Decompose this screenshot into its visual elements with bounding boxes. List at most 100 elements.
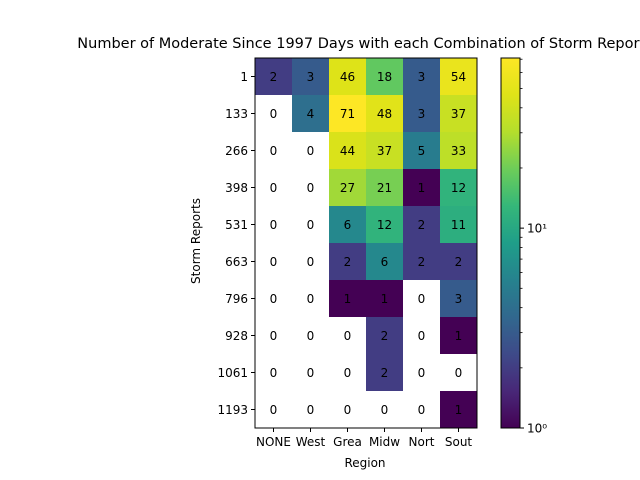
cell-value-label: 5 — [418, 144, 426, 158]
y-tick-label: 398 — [225, 181, 248, 195]
heatmap-cell-r4-c5 — [440, 206, 478, 244]
heatmap-cell-r9-c0 — [255, 391, 293, 429]
heatmap-cell-r8-c5 — [440, 354, 478, 392]
heatmap-cell-r0-c5 — [440, 58, 478, 96]
chart-title: Number of Moderate Since 1997 Days with … — [77, 36, 640, 52]
heatmap-cell-r2-c5 — [440, 132, 478, 170]
heatmap-cell-r4-c3 — [366, 206, 404, 244]
y-axis-label: Storm Reports — [189, 198, 203, 284]
heatmap-cell-r4-c2 — [329, 206, 367, 244]
heatmap-cell-r5-c0 — [255, 243, 293, 281]
colorbar: 10⁰ 10¹ — [500, 57, 547, 436]
heatmap-cell-r7-c1 — [292, 317, 330, 355]
cell-value-label: 1 — [344, 292, 352, 306]
heatmap-cell-r9-c2 — [329, 391, 367, 429]
heatmap-cell-r1-c0 — [255, 95, 293, 133]
cell-value-label: 0 — [270, 181, 278, 195]
heatmap-cell-r5-c5 — [440, 243, 478, 281]
heatmap-cell-r0-c1 — [292, 58, 330, 96]
y-tick-label: 928 — [225, 329, 248, 343]
x-axis-ticks: NONE West Grea Midw Nort Sout — [256, 428, 472, 449]
colorbar-gradient — [500, 57, 521, 429]
x-tick-label: Sout — [445, 435, 473, 449]
x-tick-label: Midw — [369, 435, 400, 449]
heatmap-cell-r3-c3 — [366, 169, 404, 207]
y-tick-label: 133 — [225, 107, 248, 121]
x-tick-label: West — [296, 435, 326, 449]
cell-value-label: 4 — [307, 107, 315, 121]
y-tick-label: 1193 — [217, 403, 248, 417]
heatmap-cell-r1-c1 — [292, 95, 330, 133]
heatmap-cell-r1-c4 — [403, 95, 441, 133]
cell-value-label: 0 — [307, 366, 315, 380]
cell-value-label: 2 — [381, 366, 389, 380]
cell-value-label: 2 — [418, 255, 426, 269]
heatmap-cell-r4-c1 — [292, 206, 330, 244]
cell-value-label: 54 — [451, 70, 466, 84]
cell-value-label: 0 — [270, 292, 278, 306]
cell-value-label: 0 — [307, 144, 315, 158]
y-tick-label: 1061 — [217, 366, 248, 380]
cell-value-label: 12 — [451, 181, 466, 195]
cell-value-label: 33 — [451, 144, 466, 158]
heatmap-cell-r8-c4 — [403, 354, 441, 392]
y-tick-label: 266 — [225, 144, 248, 158]
heatmap-cell-r6-c3 — [366, 280, 404, 318]
cell-value-label: 1 — [418, 181, 426, 195]
cell-value-label: 0 — [307, 181, 315, 195]
colorbar-tick-label: 10⁰ — [527, 422, 547, 436]
cell-value-label: 2 — [344, 255, 352, 269]
heatmap-cell-r7-c2 — [329, 317, 367, 355]
heatmap-cell-r3-c4 — [403, 169, 441, 207]
cell-value-label: 0 — [307, 329, 315, 343]
cell-value-label: 2 — [418, 218, 426, 232]
heatmap-cell-r9-c3 — [366, 391, 404, 429]
cell-value-label: 0 — [270, 218, 278, 232]
y-tick-label: 663 — [225, 255, 248, 269]
cell-value-label: 18 — [377, 70, 392, 84]
heatmap-cell-r1-c5 — [440, 95, 478, 133]
heatmap-cell-r9-c5 — [440, 391, 478, 429]
cell-value-label: 0 — [418, 292, 426, 306]
heatmap-cell-r2-c4 — [403, 132, 441, 170]
heatmap-cell-r1-c2 — [329, 95, 367, 133]
cell-value-label: 0 — [381, 403, 389, 417]
heatmap-cell-r2-c3 — [366, 132, 404, 170]
cell-value-label: 0 — [270, 403, 278, 417]
heatmap-cell-r3-c1 — [292, 169, 330, 207]
y-tick-label: 1 — [240, 70, 248, 84]
cell-value-label: 0 — [344, 403, 352, 417]
y-tick-label: 531 — [225, 218, 248, 232]
cell-value-label: 0 — [418, 366, 426, 380]
heatmap-cell-r6-c5 — [440, 280, 478, 318]
heatmap-cell-r5-c3 — [366, 243, 404, 281]
heatmap-cell-r5-c4 — [403, 243, 441, 281]
x-tick-label: Nort — [409, 435, 435, 449]
cell-value-label: 0 — [307, 292, 315, 306]
heatmap-cell-r4-c0 — [255, 206, 293, 244]
cell-value-label: 0 — [307, 403, 315, 417]
cell-value-label: 3 — [418, 107, 426, 121]
heatmap-cell-r6-c4 — [403, 280, 441, 318]
cell-value-label: 0 — [418, 403, 426, 417]
heatmap-cell-r8-c0 — [255, 354, 293, 392]
heatmap-cell-r2-c1 — [292, 132, 330, 170]
heatmap-cell-r8-c3 — [366, 354, 404, 392]
plot-frame — [254, 57, 478, 429]
heatmap-cell-labels: 2 3 46 18 3 540 4 71 48 3 370 0 44 37 5 330 0 27 21 1 120 0 6 1… — [270, 70, 466, 417]
heatmap-cell-r5-c2 — [329, 243, 367, 281]
cell-value-label: 0 — [307, 255, 315, 269]
heatmap-cell-r8-c2 — [329, 354, 367, 392]
cell-value-label: 37 — [377, 144, 392, 158]
heatmap-cell-r0-c2 — [329, 58, 367, 96]
heatmap-cell-r6-c1 — [292, 280, 330, 318]
cell-value-label: 0 — [270, 255, 278, 269]
cell-value-label: 27 — [340, 181, 355, 195]
heatmap-cell-r8-c1 — [292, 354, 330, 392]
cell-value-label: 3 — [307, 70, 315, 84]
cell-value-label: 3 — [455, 292, 463, 306]
heatmap-cell-r7-c5 — [440, 317, 478, 355]
x-tick-label: Grea — [333, 435, 362, 449]
cell-value-label: 2 — [381, 329, 389, 343]
